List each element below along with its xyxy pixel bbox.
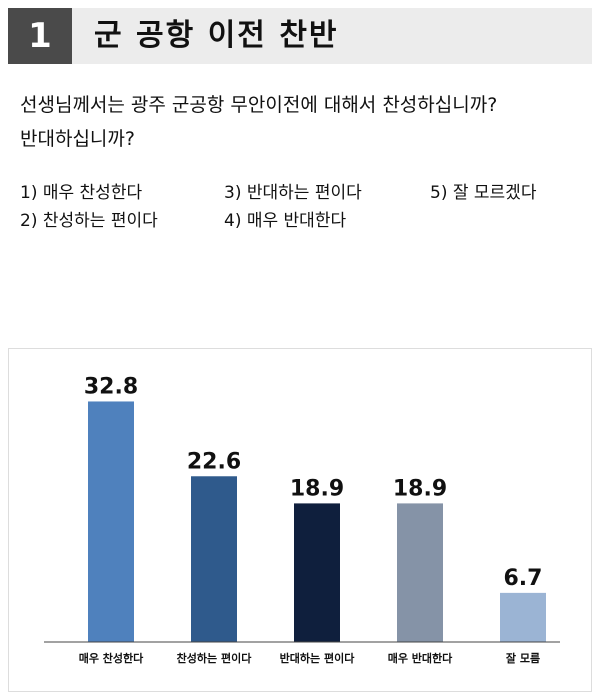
option-5: 5) 잘 모르겠다 (430, 183, 537, 203)
bar-value-label-1: 32.8 (84, 374, 138, 399)
bar-value-label-3: 18.9 (290, 476, 344, 501)
option-4: 4) 매우 반대한다 (224, 211, 347, 231)
page-title: 군 공항 이전 찬반 (94, 18, 339, 53)
bar-chart: 32.8 22.6 18.9 18.9 6.7 매우 찬성한다 찬성하는 편이다 반대하는 … (8, 348, 592, 692)
option-2: 2) 찬성하는 편이다 (20, 211, 158, 231)
category-label-3: 반대하는 편이다 (280, 651, 356, 665)
bar-value-label-2: 22.6 (187, 449, 241, 474)
bar-1 (88, 401, 134, 642)
bar-4 (397, 503, 443, 642)
category-label-1: 매우 찬성한다 (79, 651, 144, 665)
option-3: 3) 반대하는 편이다 (224, 183, 362, 203)
option-1: 1) 매우 찬성한다 (20, 183, 143, 203)
bar-value-label-4: 18.9 (393, 476, 447, 501)
question-line-1: 선생님께서는 광주 군공항 무안이전에 대해서 찬성하십니까? (20, 94, 498, 116)
question-text: 선생님께서는 광주 군공항 무안이전에 대해서 찬성하십니까? 반대하십니까? (20, 88, 590, 156)
question-header: 1 군 공항 이전 찬반 (8, 8, 592, 64)
bar-5 (500, 592, 546, 642)
bar-3 (294, 503, 340, 642)
category-label-2: 찬성하는 편이다 (177, 651, 253, 665)
bar-chart-svg: 32.8 22.6 18.9 18.9 6.7 매우 찬성한다 찬성하는 편이다 반대하는 … (8, 348, 592, 692)
bar-group: 32.8 22.6 18.9 18.9 6.7 (84, 374, 546, 642)
category-label-group: 매우 찬성한다 찬성하는 편이다 반대하는 편이다 매우 반대한다 잘 모름 (79, 651, 540, 665)
bar-2 (191, 476, 237, 642)
category-label-5: 잘 모름 (506, 652, 540, 665)
question-line-2: 반대하십니까? (20, 128, 135, 150)
bar-value-label-5: 6.7 (504, 566, 543, 591)
category-label-4: 매우 반대한다 (388, 651, 453, 665)
question-number: 1 (8, 8, 72, 64)
